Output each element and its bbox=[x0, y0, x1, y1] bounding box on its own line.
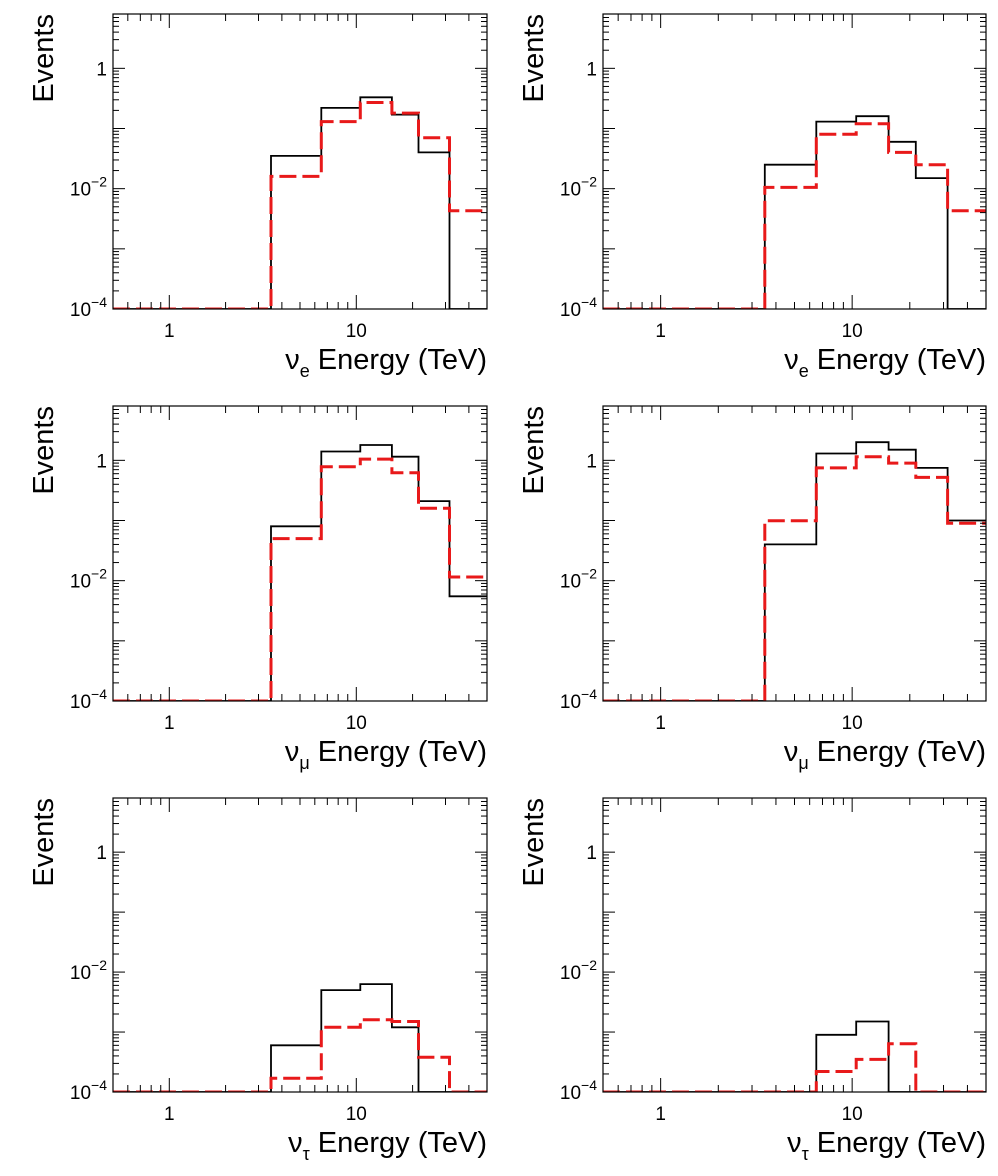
y-tick-label: 1 bbox=[96, 59, 107, 80]
x-tick-label: 10 bbox=[842, 321, 863, 342]
y-tick-label: 1 bbox=[586, 843, 597, 864]
x-tick-label: 1 bbox=[655, 321, 666, 342]
x-tick-label: 1 bbox=[655, 713, 666, 734]
y-tick-label: 10−4 bbox=[70, 294, 107, 321]
y-tick-label: 10−4 bbox=[70, 1077, 107, 1104]
y-tick-label: 10−2 bbox=[560, 566, 597, 593]
solid-series-line bbox=[113, 444, 487, 701]
y-tick-label: 1 bbox=[96, 843, 107, 864]
y-tick-label: 10−4 bbox=[560, 686, 597, 713]
histogram-panel-5: 1 10 10−4 10−2 1 Events ντ Energy (TeV) bbox=[28, 797, 488, 1164]
x-axis-title: ντ Energy (TeV) bbox=[288, 1127, 487, 1164]
y-tick-label: 10−2 bbox=[560, 957, 597, 984]
y-tick-label: 10−2 bbox=[70, 174, 107, 201]
dashed-series-line bbox=[113, 1018, 487, 1092]
tick-marks bbox=[112, 13, 488, 310]
histogram-panel-6: 1 10 10−4 10−2 1 Events ντ Energy (TeV) bbox=[518, 797, 987, 1164]
y-axis-title: Events bbox=[28, 14, 60, 103]
x-tick-label: 10 bbox=[842, 713, 863, 734]
y-tick-label: 1 bbox=[586, 59, 597, 80]
y-axis-title: Events bbox=[518, 14, 550, 103]
y-tick-label: 1 bbox=[586, 451, 597, 472]
y-tick-label: 10−4 bbox=[70, 686, 107, 713]
plot-frame bbox=[112, 405, 488, 702]
dashed-series-line bbox=[113, 457, 487, 701]
x-tick-label: 10 bbox=[346, 713, 367, 734]
plot-frame bbox=[112, 797, 488, 1093]
x-axis-title: νe Energy (TeV) bbox=[784, 344, 986, 381]
histogram-panel-3: 1 10 10−4 10−2 1 Events νμ Energy (TeV) bbox=[28, 405, 488, 773]
x-tick-label: 1 bbox=[164, 713, 175, 734]
histogram-panel-4: 1 10 10−4 10−2 1 Events νμ Energy (TeV) bbox=[518, 405, 987, 773]
x-tick-label: 10 bbox=[346, 321, 367, 342]
x-axis-title: νe Energy (TeV) bbox=[285, 344, 487, 381]
plot-frame bbox=[112, 13, 488, 310]
solid-series-line bbox=[603, 441, 986, 701]
y-tick-label: 10−2 bbox=[70, 566, 107, 593]
y-axis-title: Events bbox=[28, 406, 60, 495]
plot-frame bbox=[602, 797, 987, 1093]
x-tick-label: 10 bbox=[842, 1104, 863, 1125]
dashed-series-line bbox=[603, 1042, 986, 1092]
tick-marks bbox=[112, 405, 488, 702]
dashed-series-line bbox=[113, 101, 487, 309]
solid-series-line bbox=[603, 1020, 986, 1092]
y-tick-label: 1 bbox=[96, 451, 107, 472]
y-tick-label: 10−2 bbox=[70, 957, 107, 984]
y-tick-label: 10−2 bbox=[560, 174, 597, 201]
y-axis-title: Events bbox=[518, 406, 550, 495]
x-axis-title: νμ Energy (TeV) bbox=[784, 736, 986, 773]
y-tick-label: 10−4 bbox=[560, 1077, 597, 1104]
x-tick-label: 1 bbox=[655, 1104, 666, 1125]
tick-marks bbox=[112, 797, 488, 1093]
dashed-series-line bbox=[603, 455, 986, 701]
x-tick-label: 1 bbox=[164, 321, 175, 342]
plot-frame bbox=[602, 13, 987, 310]
solid-series-line bbox=[113, 96, 487, 309]
plot-frame bbox=[602, 405, 987, 702]
solid-series-line bbox=[113, 983, 487, 1092]
y-axis-title: Events bbox=[28, 798, 60, 887]
histogram-panel-2: 1 10 10−4 10−2 1 Events νe Energy (TeV) bbox=[518, 13, 987, 381]
y-tick-label: 10−4 bbox=[560, 294, 597, 321]
dashed-series-line bbox=[603, 122, 986, 309]
tick-marks bbox=[602, 405, 987, 702]
y-axis-title: Events bbox=[518, 798, 550, 887]
tick-marks bbox=[602, 797, 987, 1093]
histogram-panel-1: 1 10 10−4 10−2 1 Events νe Energy (TeV) bbox=[28, 13, 488, 381]
tick-marks bbox=[602, 13, 987, 310]
solid-series-line bbox=[603, 115, 986, 309]
x-axis-title: ντ Energy (TeV) bbox=[787, 1127, 986, 1164]
x-tick-label: 10 bbox=[346, 1104, 367, 1125]
x-axis-title: νμ Energy (TeV) bbox=[285, 736, 487, 773]
x-tick-label: 1 bbox=[164, 1104, 175, 1125]
